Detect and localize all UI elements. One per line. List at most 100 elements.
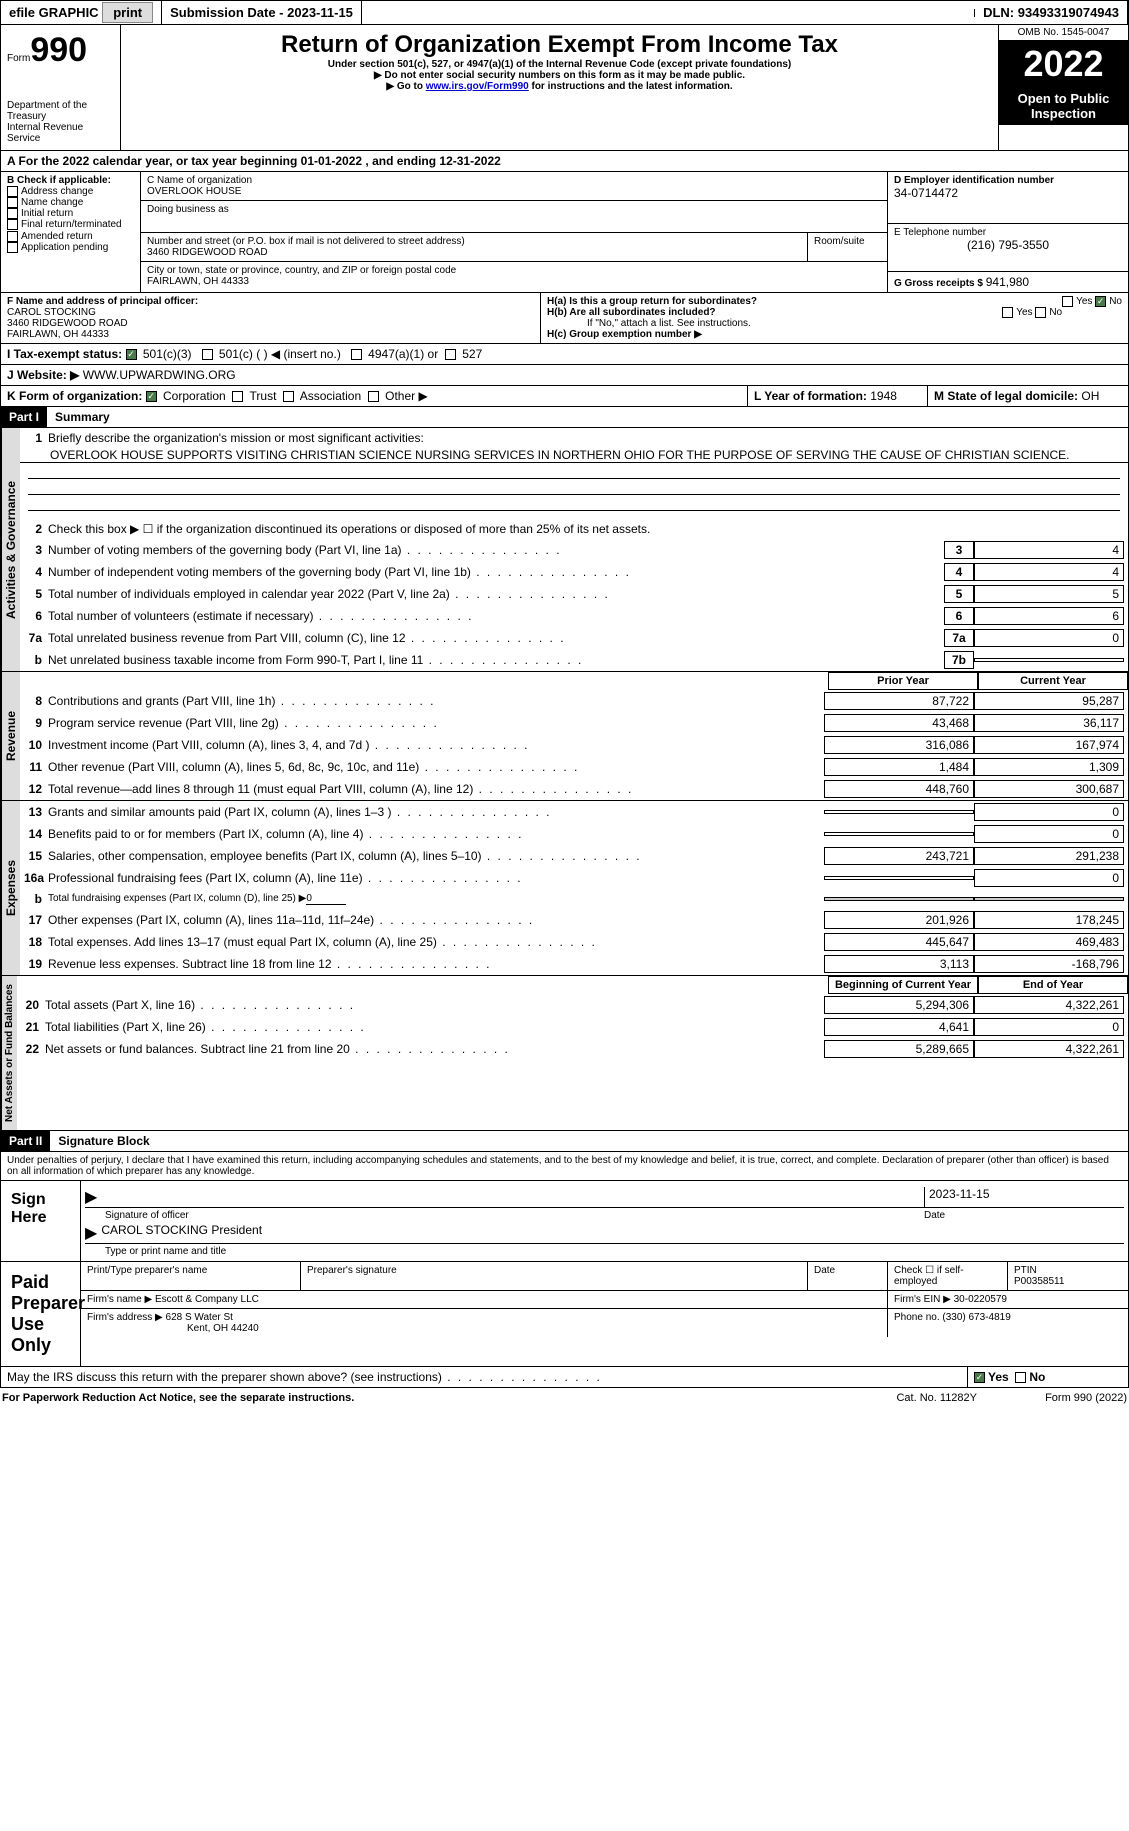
b-item-0: Address change (21, 186, 93, 197)
firm-name: Escott & Company LLC (155, 1294, 259, 1305)
date-label: Date (924, 1210, 1124, 1221)
f-label: F Name and address of principal officer: (7, 296, 534, 307)
b-item-1: Name change (21, 197, 83, 208)
hb-no[interactable] (1035, 307, 1046, 318)
check-name-change[interactable] (7, 197, 18, 208)
l1-desc: Briefly describe the organization's miss… (48, 431, 1124, 445)
check-initial-return[interactable] (7, 208, 18, 219)
i-label: I Tax-exempt status: (7, 347, 122, 361)
net-assets-section: Net Assets or Fund Balances Beginning of… (0, 976, 1129, 1131)
signer-title: President (211, 1223, 262, 1243)
j-label: J Website: ▶ (7, 368, 79, 382)
col-boy: Beginning of Current Year (828, 976, 978, 994)
k-label: K Form of organization: (7, 389, 142, 403)
sign-here-label: Sign Here (1, 1181, 81, 1261)
check-app-pending[interactable] (7, 242, 18, 253)
page-footer: For Paperwork Reduction Act Notice, see … (0, 1388, 1129, 1408)
print-button[interactable]: print (102, 2, 153, 23)
line-klm: K Form of organization: Corporation Trus… (0, 386, 1129, 407)
dln-label: DLN: (983, 5, 1018, 20)
sign-date: 2023-11-15 (924, 1187, 1124, 1207)
k-other: Other ▶ (385, 389, 428, 403)
check-amended[interactable] (7, 231, 18, 242)
paid-prep-label: Paid Preparer Use Only (1, 1262, 81, 1366)
net-label: Net Assets or Fund Balances (1, 976, 17, 1130)
k-corp: Corporation (163, 389, 226, 403)
check-527[interactable] (445, 349, 456, 360)
b-item-5: Application pending (21, 242, 108, 253)
line-j: J Website: ▶ WWW.UPWARDWING.ORG (0, 365, 1129, 386)
officer-group-block: F Name and address of principal officer:… (0, 293, 1129, 344)
discuss-q: May the IRS discuss this return with the… (7, 1370, 442, 1384)
tax-year-end: 12-31-2022 (439, 154, 500, 168)
state-domicile: OH (1081, 389, 1099, 403)
discuss-row: May the IRS discuss this return with the… (0, 1367, 1129, 1388)
check-assoc[interactable] (283, 391, 294, 402)
sig-off-label: Signature of officer (85, 1210, 924, 1221)
phone-label: Phone no. (894, 1312, 942, 1323)
subtitle-3-post: for instructions and the latest informat… (529, 81, 733, 92)
pdate-label: Date (808, 1262, 888, 1290)
sign-here-block: Sign Here ▶ 2023-11-15 Signature of offic… (0, 1181, 1129, 1262)
ptin: P00358511 (1014, 1276, 1122, 1287)
topbar: efile GRAPHIC print Submission Date - 20… (0, 0, 1129, 25)
type-name-label: Type or print name and title (85, 1246, 1124, 1257)
arrow-icon-2: ▶ (85, 1223, 97, 1243)
dba-label: Doing business as (147, 204, 881, 215)
part2-title: Signature Block (50, 1131, 157, 1151)
l16b-p (824, 897, 974, 901)
b-item-2: Initial return (21, 208, 73, 219)
b-item-3: Final return/terminated (21, 220, 122, 231)
line-a-pre: A For the 2022 calendar year, or tax yea… (7, 154, 301, 168)
subtitle-3-pre: ▶ Go to (386, 81, 425, 92)
irs-link[interactable]: www.irs.gov/Form990 (426, 81, 529, 92)
gross-receipts: 941,980 (986, 275, 1029, 289)
subtitle-1: Under section 501(c), 527, or 4947(a)(1)… (127, 59, 992, 70)
check-4947[interactable] (351, 349, 362, 360)
ein-label: Firm's EIN ▶ (894, 1294, 951, 1305)
expenses-section: Expenses 13Grants and similar amounts pa… (0, 801, 1129, 976)
part2-header: Part II Signature Block (0, 1131, 1129, 1152)
hc-label: H(c) Group exemption number ▶ (547, 329, 1122, 340)
dept-treasury: Department of the Treasury (7, 100, 114, 122)
city: FAIRLAWN, OH 44333 (147, 276, 881, 287)
rev-label: Revenue (1, 672, 20, 800)
revenue-section: Revenue Prior YearCurrent Year 8Contribu… (0, 672, 1129, 801)
c-name-label: C Name of organization (147, 175, 881, 186)
officer-street: 3460 RIDGEWOOD ROAD (7, 318, 534, 329)
efile-label: efile GRAPHIC (9, 5, 99, 20)
form-title: Return of Organization Exempt From Incom… (127, 31, 992, 59)
i-4947: 4947(a)(1) or (368, 347, 438, 361)
ha-no[interactable] (1095, 296, 1106, 307)
col-prior: Prior Year (828, 672, 978, 690)
submission-date-label: Submission Date - (170, 5, 287, 20)
subtitle-2: ▶ Do not enter social security numbers o… (127, 70, 992, 81)
check-other[interactable] (368, 391, 379, 402)
form-number: 990 (30, 31, 87, 69)
irs-label: Internal Revenue Service (7, 122, 114, 144)
part1-title: Summary (47, 407, 118, 427)
paid-preparer-block: Paid Preparer Use Only Print/Type prepar… (0, 1262, 1129, 1367)
discuss-no[interactable] (1015, 1372, 1026, 1383)
g-gross-label: G Gross receipts $ (894, 278, 986, 289)
hb-yes[interactable] (1002, 307, 1013, 318)
check-final-return[interactable] (7, 219, 18, 230)
col-current: Current Year (978, 672, 1128, 690)
check-address-change[interactable] (7, 186, 18, 197)
part1-header: Part I Summary (0, 407, 1129, 428)
pname-label: Print/Type preparer's name (81, 1262, 301, 1290)
ha-yes[interactable] (1062, 296, 1073, 307)
check-501c[interactable] (202, 349, 213, 360)
l16b-c (974, 897, 1124, 901)
hb-label: H(b) Are all subordinates included? (547, 307, 716, 318)
website: WWW.UPWARDWING.ORG (83, 368, 236, 382)
check-501c3[interactable] (126, 349, 137, 360)
i-501c3: 501(c)(3) (143, 347, 192, 361)
m-label: M State of legal domicile: (934, 389, 1081, 403)
check-trust[interactable] (232, 391, 243, 402)
year-formation: 1948 (870, 389, 897, 403)
part1-num: Part I (1, 407, 47, 427)
check-corp[interactable] (146, 391, 157, 402)
i-501c: 501(c) ( ) ◀ (insert no.) (219, 347, 341, 361)
discuss-yes[interactable] (974, 1372, 985, 1383)
